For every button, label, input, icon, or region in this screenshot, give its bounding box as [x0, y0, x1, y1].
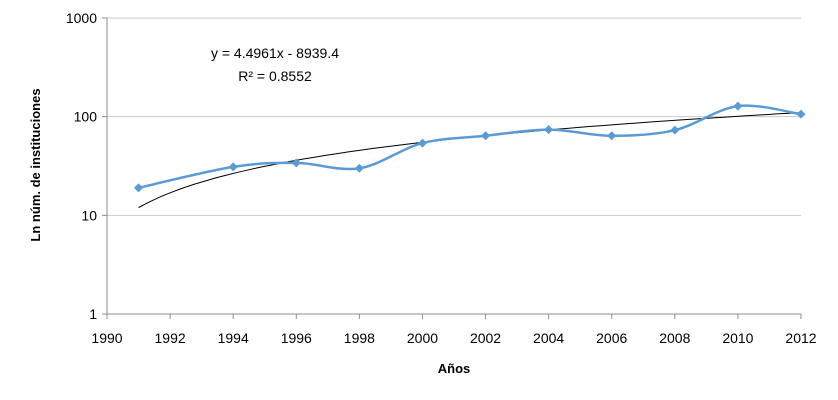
y-tick-label: 10 — [81, 207, 97, 223]
series-markers — [134, 101, 806, 193]
x-tick-label: 2006 — [596, 330, 627, 346]
trendline-equation: y = 4.4961x - 8939.4 — [211, 45, 339, 61]
x-tick-label: 1998 — [344, 330, 375, 346]
gridlines — [107, 17, 801, 216]
x-tick-label: 2004 — [533, 330, 564, 346]
y-tick-label: 1 — [89, 306, 97, 322]
data-point-1994 — [228, 162, 238, 172]
data-point-2006 — [607, 131, 617, 141]
x-tick-label: 2000 — [407, 330, 438, 346]
data-point-2002 — [481, 131, 491, 141]
x-axis-title: Años — [438, 361, 471, 376]
x-tick-label: 1996 — [281, 330, 312, 346]
y-tick-label: 1000 — [66, 10, 97, 26]
trendline — [138, 112, 802, 208]
data-point-2010 — [733, 101, 743, 111]
y-axis-ticks: 1 10 100 1000 — [66, 10, 107, 322]
data-point-2004 — [544, 125, 554, 135]
data-point-2000 — [417, 138, 427, 148]
y-tick-label: 100 — [74, 109, 98, 125]
data-point-1998 — [354, 163, 364, 173]
data-point-1996 — [291, 158, 301, 168]
x-tick-label: 1990 — [91, 330, 122, 346]
x-tick-label: 1992 — [155, 330, 186, 346]
data-point-2012 — [796, 109, 806, 119]
y-axis-title: Ln núm. de instituciones — [28, 88, 43, 241]
x-tick-label: 2012 — [785, 330, 816, 346]
x-tick-label: 2010 — [722, 330, 753, 346]
data-point-2008 — [670, 125, 680, 135]
x-tick-label: 2008 — [659, 330, 690, 346]
x-axis-ticks: 1990 1992 1994 1996 1998 2000 2002 2004 2006 2008… — [91, 314, 817, 346]
x-tick-label: 2002 — [470, 330, 501, 346]
data-point-1991 — [134, 183, 144, 193]
x-tick-label: 1994 — [218, 330, 249, 346]
trendline-r-squared: R² = 0.8552 — [238, 68, 312, 84]
series-line — [138, 104, 802, 190]
